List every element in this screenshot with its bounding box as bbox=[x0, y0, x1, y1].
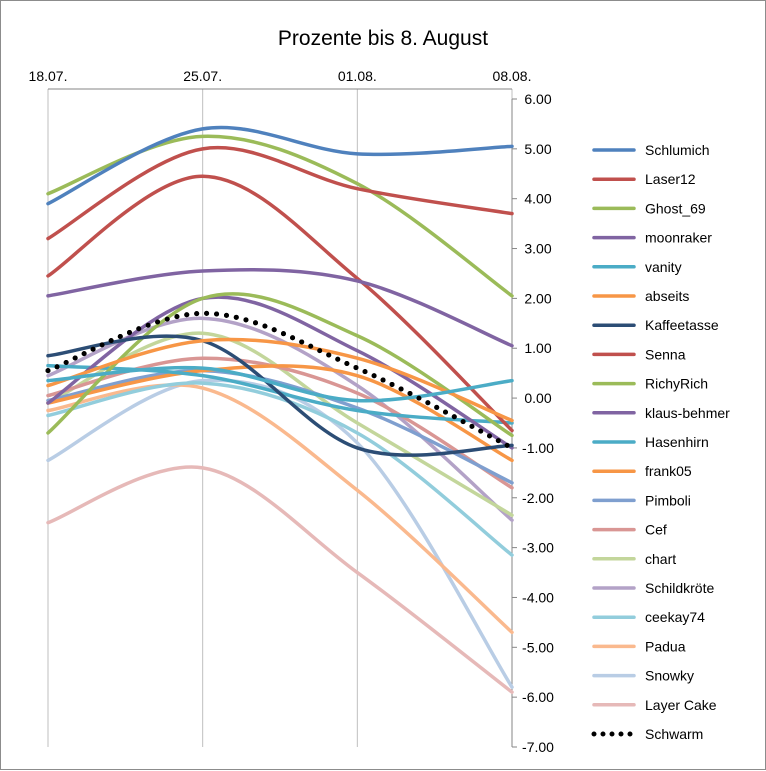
legend-label-layer-cake: Layer Cake bbox=[645, 697, 717, 713]
y-tick-label: 0.00 bbox=[524, 390, 551, 406]
series-line-richyrich bbox=[46, 292, 514, 438]
series-line-pimboli bbox=[46, 368, 514, 485]
series-line-padua bbox=[46, 383, 514, 635]
legend-label-chart: chart bbox=[645, 551, 676, 567]
series-line-vanity bbox=[46, 365, 514, 403]
series-line-ceekay74 bbox=[46, 381, 514, 557]
y-tick-label: 3.00 bbox=[524, 241, 551, 257]
series-line-laser12 bbox=[46, 145, 514, 241]
legend-label-ceekay74: ceekay74 bbox=[645, 609, 705, 625]
legend-label-klaus-behmer: klaus-behmer bbox=[645, 405, 730, 421]
x-tick-label: 01.08. bbox=[338, 68, 377, 84]
legend-label-kaffeetasse: Kaffeetasse bbox=[645, 317, 719, 333]
x-tick-label: 18.07. bbox=[29, 68, 68, 84]
legend-label-snowky: Snowky bbox=[645, 668, 694, 684]
series-lines bbox=[45, 125, 515, 694]
y-tick-label: -7.00 bbox=[522, 739, 554, 755]
chart-title: Prozente bis 8. August bbox=[278, 27, 488, 50]
series-line-schlumich bbox=[46, 125, 514, 206]
y-tick-label: 1.00 bbox=[524, 340, 551, 356]
legend-label-schwarm: Schwarm bbox=[645, 726, 703, 742]
series-line-cef bbox=[46, 356, 514, 490]
y-tick-label: 4.00 bbox=[524, 191, 551, 207]
legend-label-pimboli: Pimboli bbox=[645, 492, 691, 508]
legend-label-cef: Cef bbox=[645, 522, 667, 538]
legend-label-richyrich: RichyRich bbox=[645, 376, 708, 392]
y-tick-label: -2.00 bbox=[522, 490, 554, 506]
legend-label-moonraker: moonraker bbox=[645, 230, 712, 246]
y-tick-label: -6.00 bbox=[522, 689, 554, 705]
y-tick-label: -1.00 bbox=[522, 440, 554, 456]
legend-label-schlumich: Schlumich bbox=[645, 142, 710, 158]
legend-label-schildkr-te: Schildkröte bbox=[645, 580, 714, 596]
series-line-klaus-behmer bbox=[46, 295, 514, 450]
series-line-ghost-69 bbox=[46, 134, 514, 298]
series-line-senna bbox=[46, 174, 514, 433]
legend-label-hasenhirn: Hasenhirn bbox=[645, 434, 709, 450]
legend-label-abseits: abseits bbox=[645, 288, 689, 304]
y-tick-label: 2.00 bbox=[524, 290, 551, 306]
series-line-kaffeetasse bbox=[46, 334, 514, 457]
legend-label-padua: Padua bbox=[645, 638, 686, 654]
series-line-schwarm-overlay bbox=[45, 310, 515, 451]
y-tick-label: -3.00 bbox=[522, 540, 554, 556]
legend-label-vanity: vanity bbox=[645, 259, 682, 275]
series-line-layer-cake bbox=[46, 465, 514, 694]
legend-label-laser12: Laser12 bbox=[645, 171, 696, 187]
legend: Schlumich Laser12 Ghost_69 moonraker vanity a… bbox=[591, 142, 730, 742]
series-line-snowky bbox=[46, 378, 514, 689]
y-tick-label: -4.00 bbox=[522, 589, 554, 605]
y-tick-label: 6.00 bbox=[524, 91, 551, 107]
legend-label-ghost-69: Ghost_69 bbox=[645, 200, 706, 216]
x-tick-label: 08.08. bbox=[493, 68, 532, 84]
y-tick-label: 5.00 bbox=[524, 141, 551, 157]
series-line-abseits bbox=[46, 337, 514, 423]
series-line-moonraker bbox=[46, 267, 514, 348]
x-tick-label: 25.07. bbox=[183, 68, 222, 84]
legend-label-senna: Senna bbox=[645, 346, 686, 362]
y-tick-label: -5.00 bbox=[522, 639, 554, 655]
legend-label-frank05: frank05 bbox=[645, 463, 692, 479]
